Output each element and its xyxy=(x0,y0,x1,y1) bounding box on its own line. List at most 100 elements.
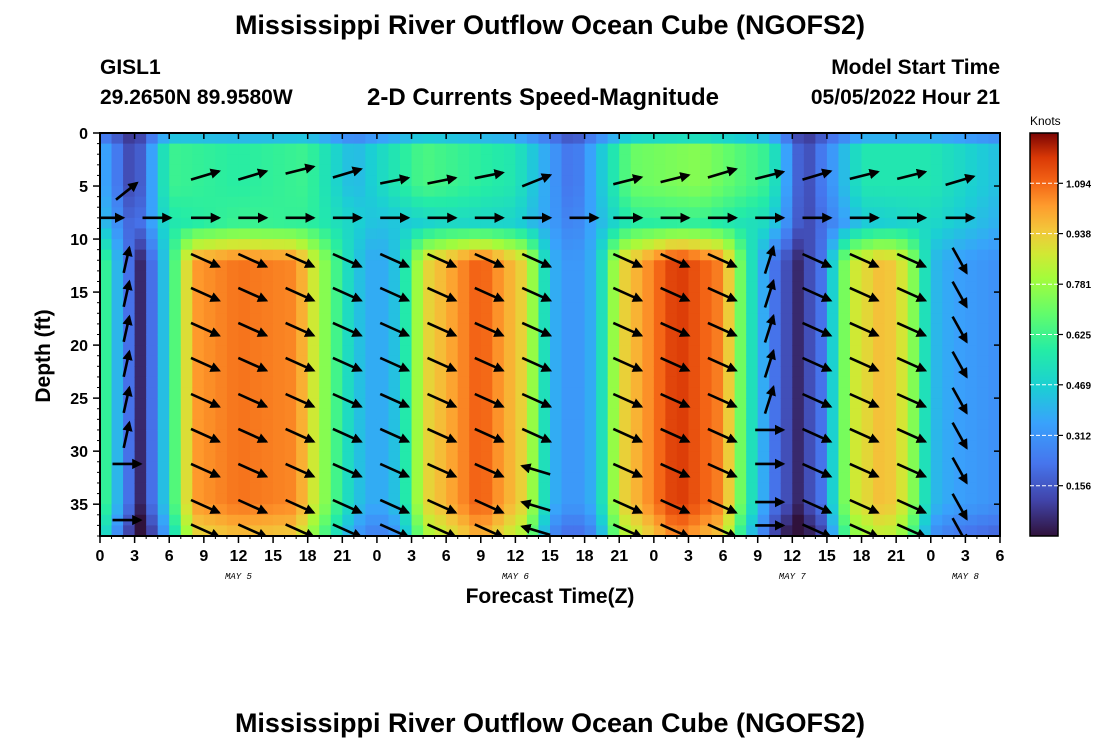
heat-cell xyxy=(873,345,886,357)
heat-cell xyxy=(584,429,597,442)
heat-cell xyxy=(573,376,586,389)
heat-cell xyxy=(111,313,124,325)
heat-cell xyxy=(861,302,874,314)
heat-cell xyxy=(284,504,297,516)
heat-cell xyxy=(976,419,990,431)
heat-cell xyxy=(780,249,793,261)
heat-cell xyxy=(388,239,401,251)
heat-cell xyxy=(907,493,920,505)
heat-cell xyxy=(930,451,943,463)
heat-cell xyxy=(365,133,378,145)
heat-cell xyxy=(573,323,586,336)
heat-cell xyxy=(792,281,805,293)
heat-cell xyxy=(850,281,863,293)
heat-cell xyxy=(469,525,482,536)
heat-cell xyxy=(296,154,309,166)
heat-cell xyxy=(169,302,182,314)
heat-cell xyxy=(907,387,920,399)
heat-cell xyxy=(307,472,320,484)
heat-cell xyxy=(342,345,355,357)
heat-cell xyxy=(342,334,355,346)
heat-cell xyxy=(665,281,678,293)
heat-cell xyxy=(930,461,943,473)
heat-cell xyxy=(215,281,228,293)
y-tick-label: 0 xyxy=(79,126,88,143)
heat-cell xyxy=(815,366,828,378)
heat-cell xyxy=(734,302,747,314)
heat-cell xyxy=(850,270,863,283)
heat-cell xyxy=(123,429,136,442)
heat-cell xyxy=(596,408,609,420)
heat-cell xyxy=(423,366,436,378)
heat-cell xyxy=(746,440,759,452)
heat-cell xyxy=(988,514,1000,526)
heat-cell xyxy=(976,440,990,452)
heat-cell xyxy=(538,461,551,473)
heat-cell xyxy=(388,270,401,283)
heat-cell xyxy=(457,196,470,208)
heat-cell xyxy=(907,186,920,198)
heat-cell xyxy=(953,387,966,399)
heat-cell xyxy=(111,334,124,346)
heat-cell xyxy=(711,133,724,145)
heat-cell xyxy=(792,419,805,431)
heat-cell xyxy=(492,154,505,166)
heat-cell xyxy=(723,249,736,261)
heat-cell xyxy=(330,429,343,442)
heat-cell xyxy=(688,249,701,261)
heat-cell xyxy=(688,440,701,452)
heat-cell xyxy=(100,239,113,251)
heat-cell xyxy=(826,323,840,336)
heat-cell xyxy=(561,270,574,283)
heat-cell xyxy=(215,429,228,442)
heat-cell xyxy=(746,186,759,198)
heat-cell xyxy=(192,482,205,495)
heat-cell xyxy=(100,302,113,314)
heat-cell xyxy=(942,334,955,346)
heat-cell xyxy=(538,514,551,526)
heat-cell xyxy=(792,366,805,378)
heat-cell xyxy=(203,143,216,155)
heat-cell xyxy=(226,196,240,208)
heat-cell xyxy=(896,281,909,293)
heat-cell xyxy=(100,196,113,208)
current-vector-arrow xyxy=(707,252,738,268)
heat-cell xyxy=(573,440,586,452)
heat-cell xyxy=(180,249,193,261)
heat-cell xyxy=(203,440,216,452)
heat-cell xyxy=(642,419,655,431)
heat-cell xyxy=(215,292,228,304)
heat-cell xyxy=(261,292,274,304)
heat-cell xyxy=(296,133,309,145)
heat-cell xyxy=(434,514,447,526)
current-vector-arrow xyxy=(802,168,833,181)
current-vector-arrow xyxy=(951,517,968,536)
heat-cell xyxy=(734,345,747,357)
heat-cell xyxy=(815,493,828,505)
heat-cell xyxy=(965,228,978,240)
heat-cell xyxy=(907,334,920,346)
heat-cell xyxy=(873,249,886,261)
heat-cell xyxy=(226,270,240,283)
heat-cell xyxy=(688,228,701,240)
heat-cell xyxy=(873,133,886,145)
heat-cell xyxy=(273,334,286,346)
heat-cell xyxy=(203,493,216,505)
heat-cell xyxy=(457,323,470,336)
heat-cell xyxy=(169,281,182,293)
heat-cell xyxy=(769,429,782,442)
heat-cell xyxy=(330,514,343,526)
heat-cell xyxy=(561,376,574,389)
heat-cell xyxy=(250,260,263,272)
heat-cell xyxy=(919,133,932,145)
heat-cell xyxy=(157,143,170,155)
heat-cell xyxy=(850,323,863,336)
heat-cell xyxy=(873,387,886,399)
heat-cell xyxy=(526,228,540,240)
colorbar-tick-label: 0.156 xyxy=(1066,482,1091,493)
heat-cell xyxy=(942,270,955,283)
heat-cell xyxy=(907,175,920,187)
heat-cell xyxy=(319,239,332,251)
heat-cell xyxy=(169,175,182,187)
heat-cell xyxy=(907,249,920,261)
